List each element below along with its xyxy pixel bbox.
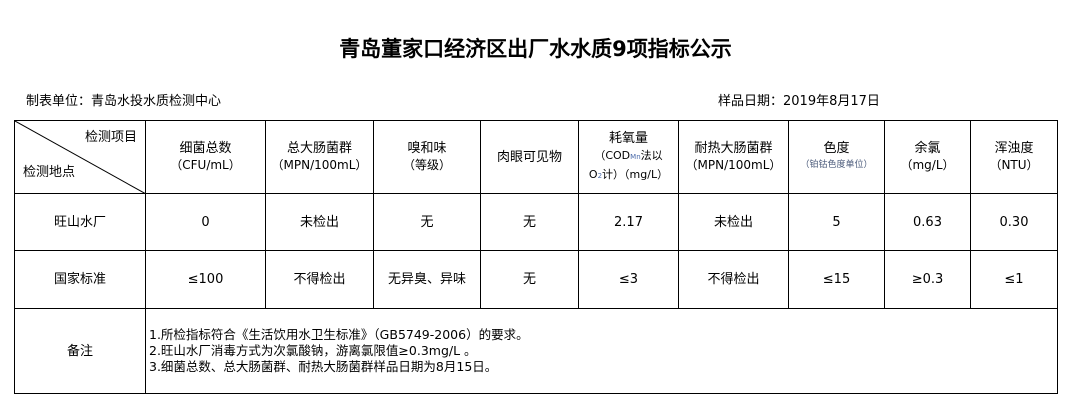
col-header: 细菌总数 （CFU/mL） (145, 120, 266, 194)
table-row: 国家标准 ≤100 不得检出 无异臭、异味 无 ≤3 不得检出 ≤15 ≥0.3… (14, 250, 1058, 309)
col-header: 嗅和味 （等级） (373, 120, 481, 194)
page-title: 青岛董家口经济区出厂水水质9项指标公示 (339, 37, 732, 61)
corner-top: 检测项目 (84, 130, 137, 145)
col-header: 总大肠菌群 （MPN/100mL） (265, 120, 374, 194)
table-row: 旺山水厂 0 未检出 无 无 2.17 未检出 5 0.63 0.30 (14, 193, 1058, 251)
water-quality-table: 检测项目 检测地点 细菌总数 （CFU/mL） 总大肠菌群 （MPN/100mL） … (14, 120, 1058, 394)
col-header: 余氯 （mg/L） (884, 120, 971, 194)
notes-content: 1.所检指标符合《生活饮用水卫生标准》（GB5749-2006）的要求。 2.旺… (145, 308, 1058, 394)
corner-cell: 检测项目 检测地点 (14, 120, 146, 194)
col-header: 耐热大肠菌群 （MPN/100mL） (678, 120, 789, 194)
row-label: 国家标准 (14, 250, 146, 309)
row-label: 旺山水厂 (14, 193, 146, 251)
notes-label: 备注 (14, 308, 146, 394)
corner-bottom: 检测地点 (23, 165, 76, 180)
notes-row: 备注 1.所检指标符合《生活饮用水卫生标准》（GB5749-2006）的要求。 … (14, 308, 1058, 394)
col-header: 耗氧量 （CODMn法以 O2计）（mg/L） (578, 120, 679, 194)
col-header: 浑浊度 （NTU） (970, 120, 1058, 194)
col-header: 色度 （铂钴色度单位） (788, 120, 885, 194)
issuing-unit: 制表单位：青岛水投水质检测中心 (26, 94, 222, 109)
diagonal-line (15, 121, 146, 194)
header-row: 检测项目 检测地点 细菌总数 （CFU/mL） 总大肠菌群 （MPN/100mL） … (14, 120, 1058, 194)
sample-date: 样品日期：2019年8月17日 (718, 94, 880, 109)
col-header: 肉眼可见物 (480, 120, 579, 194)
